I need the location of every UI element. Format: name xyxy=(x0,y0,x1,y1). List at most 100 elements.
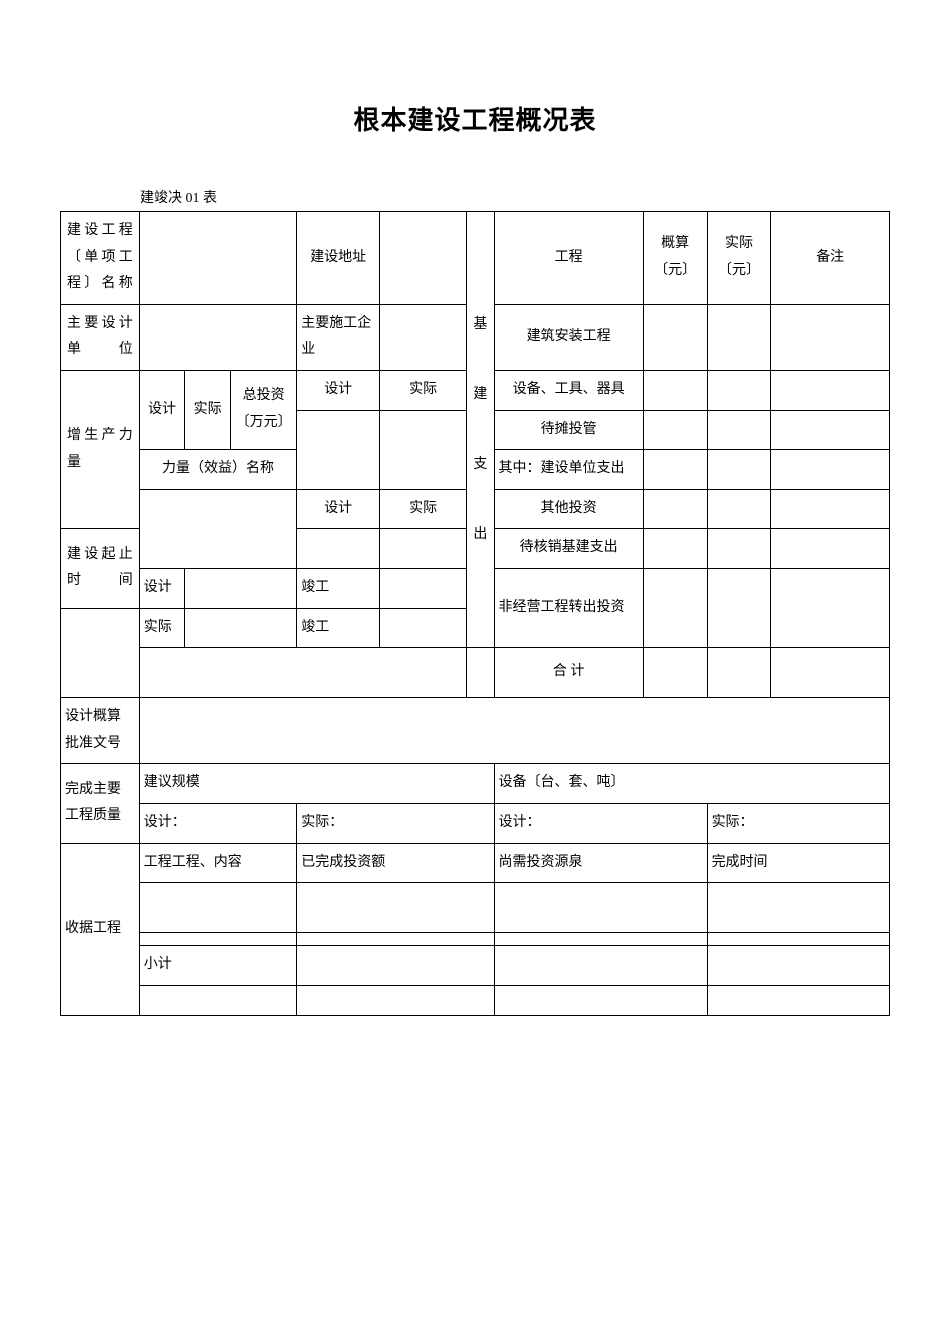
cell xyxy=(494,883,707,933)
label-jianyi: 建议规模 xyxy=(139,764,494,804)
cell xyxy=(643,489,707,529)
row-qita: 其他投资 xyxy=(494,489,643,529)
cell xyxy=(643,450,707,490)
cell xyxy=(707,883,889,933)
label-shiji2: 实际 xyxy=(380,370,467,410)
cell xyxy=(771,450,890,490)
label-design-unit: 主要设计单位 xyxy=(61,304,140,370)
cell xyxy=(707,489,771,529)
cell xyxy=(643,410,707,450)
label-shiji-colon: 实际： xyxy=(297,803,494,843)
label-sheji-colon: 设计： xyxy=(139,803,297,843)
row-daihexiao: 待核销基建支出 xyxy=(494,529,643,569)
cell xyxy=(707,410,771,450)
label-shegaisuan: 设计概算批准文号 xyxy=(61,698,140,764)
cell xyxy=(643,648,707,698)
cell xyxy=(380,608,467,648)
cell xyxy=(297,985,494,1015)
cell xyxy=(494,985,707,1015)
overview-table: 建设工程〔单项工程〕名称 建设地址 基建支出 工程 概算〔元〕 实际〔元〕 备注… xyxy=(60,211,890,1016)
label-zengsheng: 增生产力量 xyxy=(61,370,140,528)
cell-project-name xyxy=(139,212,297,305)
label-actual: 实际〔元〕 xyxy=(707,212,771,305)
label-gongcheng: 工程工程、内容 xyxy=(139,843,297,883)
cell xyxy=(707,568,771,647)
cell xyxy=(297,883,494,933)
label-shangxu: 尚需投资源泉 xyxy=(494,843,707,883)
cell-construction-unit xyxy=(380,304,467,370)
form-code: 建竣决 01 表 xyxy=(140,187,890,207)
cell xyxy=(467,648,494,698)
cell xyxy=(139,883,297,933)
label-shiji4: 实际 xyxy=(139,608,185,648)
cell xyxy=(643,529,707,569)
row-jianzhu: 建筑安装工程 xyxy=(494,304,643,370)
label-sheji-colon2: 设计： xyxy=(494,803,707,843)
label-sheji2: 设计 xyxy=(297,370,380,410)
cell xyxy=(297,529,380,569)
cell xyxy=(139,698,889,764)
cell xyxy=(380,410,467,489)
cell xyxy=(707,304,771,370)
label-yiwancheng: 已完成投资额 xyxy=(297,843,494,883)
cell xyxy=(707,946,889,986)
cell xyxy=(139,985,297,1015)
cell xyxy=(185,568,297,608)
cell xyxy=(707,985,889,1015)
label-sheji: 设计 xyxy=(139,370,185,449)
label-shiji: 实际 xyxy=(185,370,231,449)
cell xyxy=(643,370,707,410)
label-jungong2: 竣工 xyxy=(297,608,380,648)
cell xyxy=(707,450,771,490)
cell xyxy=(707,529,771,569)
cell xyxy=(643,304,707,370)
cell xyxy=(771,304,890,370)
cell xyxy=(771,648,890,698)
cell xyxy=(185,608,297,648)
row-heji: 合 计 xyxy=(494,648,643,698)
row-qizhong: 其中：建设单位支出 xyxy=(494,450,643,490)
label-qizhi: 建设起止时间 xyxy=(61,529,140,608)
label-project: 工程 xyxy=(494,212,643,305)
row-shebei: 设备、工具、器具 xyxy=(494,370,643,410)
cell xyxy=(139,933,297,946)
cell xyxy=(771,370,890,410)
label-shebei-unit: 设备〔台、套、吨〕 xyxy=(494,764,889,804)
label-liliang: 力量（效益）名称 xyxy=(139,450,297,490)
label-xiaoji: 小计 xyxy=(139,946,297,986)
cell-design-unit xyxy=(139,304,297,370)
vertical-header: 基建支出 xyxy=(467,212,494,648)
cell xyxy=(139,489,297,568)
row-feijingying: 非经营工程转出投资 xyxy=(494,568,643,647)
cell-address xyxy=(380,212,467,305)
cell xyxy=(771,410,890,450)
cell xyxy=(297,933,494,946)
cell xyxy=(139,648,466,698)
cell xyxy=(771,489,890,529)
cell xyxy=(707,648,771,698)
label-jungong: 竣工 xyxy=(297,568,380,608)
cell xyxy=(297,410,380,489)
cell xyxy=(643,568,707,647)
label-project-name: 建设工程〔单项工程〕名称 xyxy=(61,212,140,305)
cell xyxy=(771,529,890,569)
label-estimate: 概算〔元〕 xyxy=(643,212,707,305)
label-wancheng-shijian: 完成时间 xyxy=(707,843,889,883)
cell xyxy=(494,933,707,946)
cell xyxy=(297,946,494,986)
cell xyxy=(771,568,890,647)
label-wancheng: 完成主要工程质量 xyxy=(61,764,140,843)
cell xyxy=(380,568,467,608)
cell xyxy=(494,946,707,986)
label-shiji3: 实际 xyxy=(380,489,467,529)
label-sheji4: 设计 xyxy=(139,568,185,608)
cell xyxy=(707,370,771,410)
label-shouju: 收据工程 xyxy=(61,843,140,1015)
page-title: 根本建设工程概况表 xyxy=(60,100,890,137)
label-shiji-colon2: 实际： xyxy=(707,803,889,843)
label-construction-unit: 主要施工企业 xyxy=(297,304,380,370)
label-remark: 备注 xyxy=(771,212,890,305)
cell xyxy=(380,529,467,569)
label-address: 建设地址 xyxy=(297,212,380,305)
label-sheji3: 设计 xyxy=(297,489,380,529)
